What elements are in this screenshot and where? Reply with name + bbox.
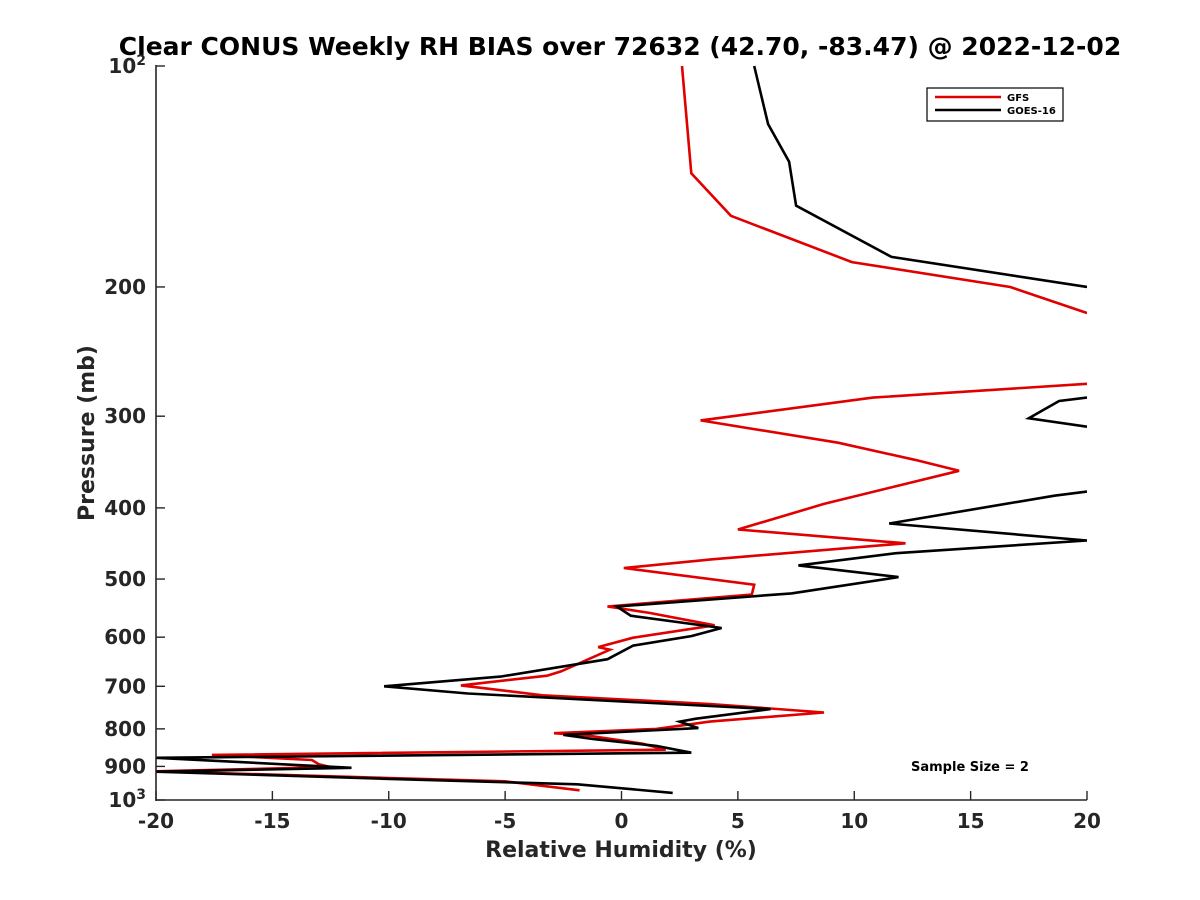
x-tick-label: 5: [731, 809, 745, 833]
x-tick-label: 20: [1073, 809, 1101, 833]
series-line-goes-16: [752, 65, 1087, 289]
series-line-goes-16: [156, 490, 1087, 795]
y-tick-label: 900: [104, 754, 146, 778]
y-tick-label: 600: [104, 625, 146, 649]
y-tick-label: 400: [104, 496, 146, 520]
axes: [155, 65, 1087, 801]
x-tick-label: -10: [371, 809, 407, 833]
legend-label: GFS: [1007, 93, 1029, 104]
chart-title: Clear CONUS Weekly RH BIAS over 72632 (4…: [119, 32, 1121, 61]
y-tick-base: 10: [108, 788, 136, 812]
x-tick-label: -15: [254, 809, 290, 833]
y-tick-exponent: 2: [136, 53, 146, 69]
x-tick-label: 0: [615, 809, 629, 833]
series-line-gfs: [156, 382, 1087, 792]
sample-size-annotation: Sample Size = 2: [911, 760, 1029, 775]
series-gfs: [156, 65, 1087, 792]
series-line-goes-16: [1024, 396, 1087, 428]
y-tick-label: 103: [108, 787, 146, 812]
x-tick-label: -5: [494, 809, 516, 833]
y-tick-label: 500: [104, 567, 146, 591]
y-tick-exponent: 3: [136, 787, 146, 803]
chart-title-group: Clear CONUS Weekly RH BIAS over 72632 (4…: [119, 32, 1121, 61]
x-tick-label: 15: [957, 809, 985, 833]
x-axis-label: Relative Humidity (%): [485, 838, 757, 863]
x-ticks: -20 -15 -10 -5 0 5 10 15 20: [138, 791, 1101, 833]
y-tick-label: 300: [104, 404, 146, 428]
legend: GFS GOES-16: [926, 87, 1064, 122]
series-layer: [156, 65, 1087, 795]
legend-label: GOES-16: [1007, 106, 1056, 117]
y-tick-label: 700: [104, 674, 146, 698]
legend-box: [926, 87, 1064, 122]
y-tick-base: 10: [108, 54, 136, 78]
x-tick-label: -20: [138, 809, 174, 833]
series-goes-16: [156, 65, 1087, 795]
y-tick-label: 102: [108, 53, 146, 78]
y-tick-label: 200: [104, 275, 146, 299]
series-line-gfs: [680, 65, 1087, 315]
y-axis-label: Pressure (mb): [75, 345, 100, 521]
y-tick-label: 800: [104, 717, 146, 741]
x-tick-label: 10: [840, 809, 868, 833]
